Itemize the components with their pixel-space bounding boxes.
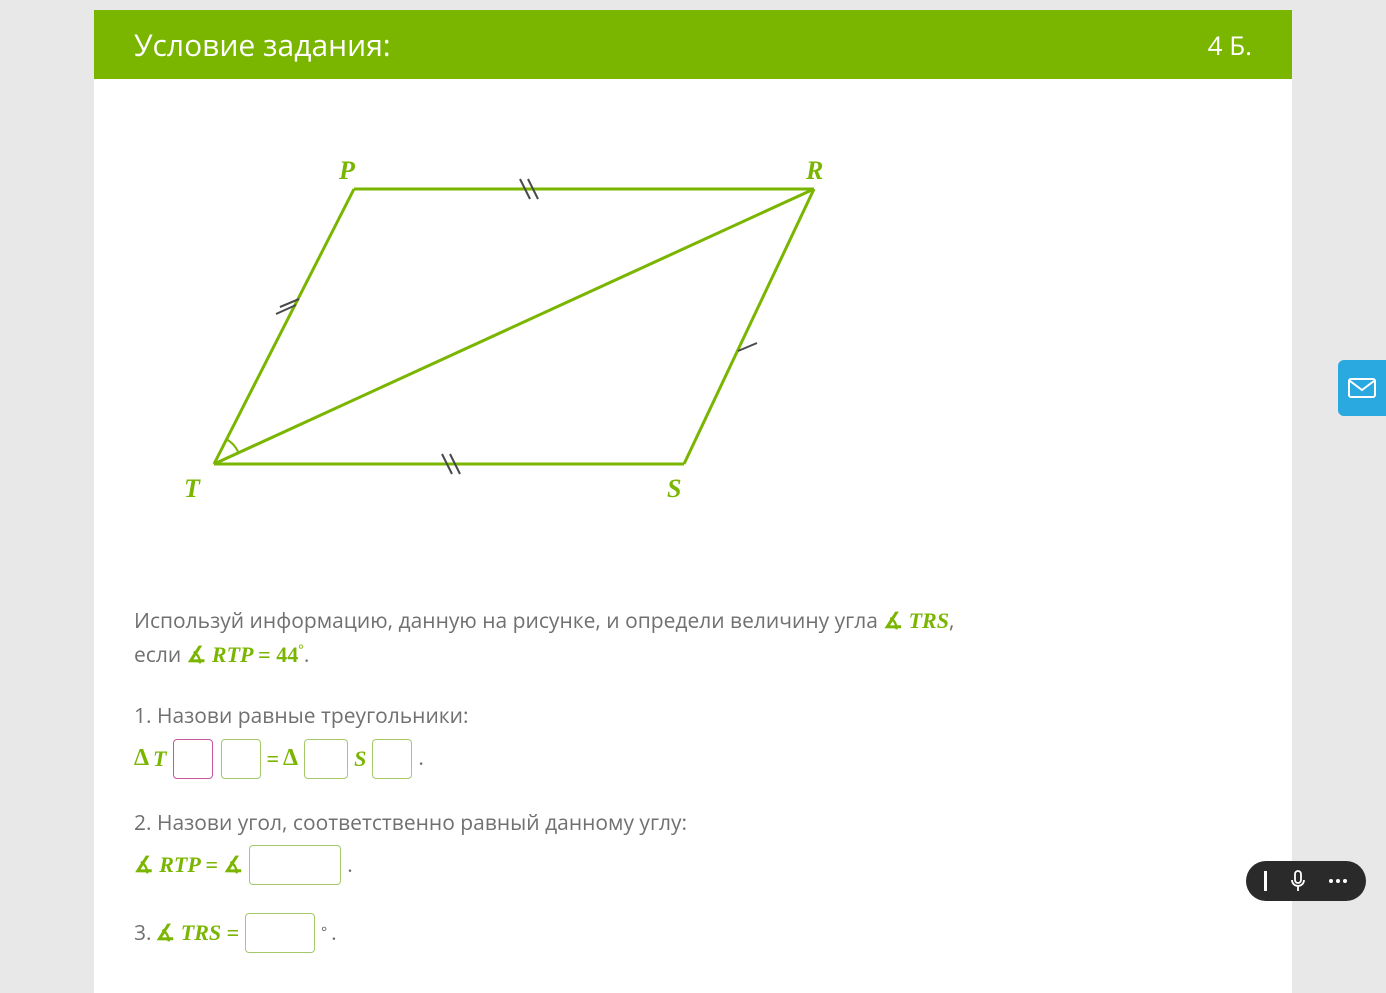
equals-1: = (267, 742, 280, 776)
svg-text:T: T (184, 474, 201, 503)
q2-input[interactable] (249, 845, 341, 885)
comma: , (949, 607, 954, 635)
q3-lhs: ∡ TRS = (156, 916, 240, 950)
svg-text:S: S (667, 474, 681, 503)
feedback-tab[interactable] (1338, 360, 1386, 416)
q2-lhs: ∡ RTP = ∡ (134, 848, 243, 882)
q2-prompt: 2. Назови угол, соответственно равный да… (134, 807, 1252, 840)
q3-input[interactable] (245, 913, 315, 953)
problem-text-2: если (134, 641, 187, 669)
q3-num: 3. (134, 917, 152, 950)
more-icon[interactable] (1328, 878, 1348, 884)
q1-prompt: 1. Назови равные треугольники: (134, 700, 1252, 733)
mic-icon[interactable] (1290, 870, 1306, 892)
delta-1: Δ (134, 740, 149, 777)
problem-statement: Используй информацию, данную на рисунке,… (134, 604, 1252, 672)
input-toolbar (1246, 861, 1366, 901)
header-title: Условие задания: (134, 24, 391, 65)
letter-S: S (354, 742, 366, 776)
q1-input-1[interactable] (173, 739, 213, 779)
period: . (304, 641, 310, 669)
envelope-icon (1348, 378, 1376, 398)
question-2: 2. Назови угол, соответственно равный да… (134, 807, 1252, 886)
angle-rtp-given: ∡ RTP = 44° (187, 642, 304, 667)
svg-text:P: P (338, 156, 356, 185)
geometry-diagram: P R T S (134, 139, 1252, 544)
delta-2: Δ (283, 740, 298, 777)
q3-degree: ° (321, 922, 327, 944)
letter-T: T (153, 742, 166, 776)
q1-input-4[interactable] (372, 739, 412, 779)
q1-input-2[interactable] (221, 739, 261, 779)
header-points: 4 Б. (1208, 27, 1252, 63)
task-content: P R T S Используй информацию, данную на … (94, 79, 1292, 993)
keyboard-icon[interactable] (1264, 871, 1268, 891)
task-header: Условие задания: 4 Б. (94, 10, 1292, 79)
task-card: Условие задания: 4 Б. (94, 10, 1292, 993)
svg-text:R: R (805, 156, 823, 185)
q2-period: . (347, 849, 353, 882)
q1-period: . (418, 742, 424, 775)
q3-period: . (331, 917, 337, 950)
q1-input-3[interactable] (304, 739, 348, 779)
question-3: 3. ∡ TRS = °. (134, 913, 1252, 953)
angle-trs-label: ∡ TRS (883, 608, 949, 633)
parallelogram-svg: P R T S (134, 139, 894, 539)
question-1: 1. Назови равные треугольники: ΔT = Δ S … (134, 700, 1252, 779)
problem-text-1: Используй информацию, данную на рисунке,… (134, 607, 883, 635)
